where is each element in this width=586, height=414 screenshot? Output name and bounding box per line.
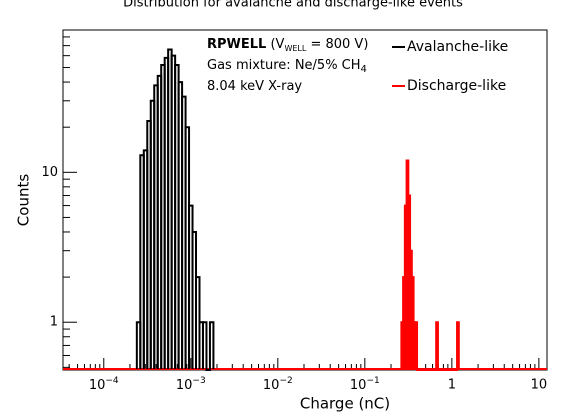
- y-axis-label: Counts: [15, 174, 33, 227]
- x-tick-label-exponent: −1: [366, 376, 379, 386]
- x-tick-label-base: 10: [263, 378, 280, 393]
- histogram-bin: [414, 321, 419, 369]
- annotation: 8.04 keV X-ray: [207, 79, 302, 94]
- annotation-text: = 800 V): [306, 37, 368, 52]
- annotation: RPWELL (VWELL = 800 V): [207, 37, 368, 53]
- histogram-bin: [205, 369, 211, 371]
- x-tick-label-exponent: −4: [105, 376, 119, 386]
- annotation-text: WELL: [284, 44, 306, 53]
- x-tick-label-exponent: −2: [279, 376, 292, 386]
- x-tick-label: 10−3: [176, 376, 206, 393]
- y-tick-label: 1: [50, 315, 58, 330]
- x-tick-label-base: 10: [350, 378, 367, 393]
- annotation-text: Gas mixture: Ne/5% CH: [207, 58, 361, 73]
- annotation-text: 8.04 keV X-ray: [207, 79, 302, 94]
- histogram-bin: [456, 321, 460, 369]
- histogram-bin: [416, 369, 438, 371]
- chart-title: Distribution for avalanche and discharge…: [123, 0, 463, 11]
- annotation-text: 4: [361, 64, 367, 75]
- annotation: Gas mixture: Ne/5% CH4: [207, 58, 367, 76]
- legend-label: Avalanche-like: [407, 39, 508, 55]
- histogram-bin: [208, 321, 215, 369]
- annotation-text: (V: [266, 37, 284, 52]
- x-axis-label: Charge (nC): [300, 395, 390, 413]
- x-tick-label: 10−1: [350, 376, 380, 393]
- x-tick-label-exponent: −3: [192, 376, 205, 386]
- histogram-bin: [435, 321, 439, 369]
- x-tick-label-base: 10: [176, 378, 193, 393]
- histogram-bin: [201, 321, 208, 369]
- x-tick-label-base: 10: [89, 378, 106, 393]
- x-tick-label: 10: [531, 378, 548, 393]
- x-tick-label: 10−2: [263, 376, 293, 393]
- x-tick-label: 1: [448, 378, 456, 393]
- annotation-text: RPWELL: [207, 37, 266, 52]
- y-tick-label: 10: [41, 165, 58, 180]
- legend-label: Discharge-like: [407, 78, 506, 94]
- x-tick-label: 10−4: [89, 376, 119, 393]
- histogram-bin: [436, 369, 459, 371]
